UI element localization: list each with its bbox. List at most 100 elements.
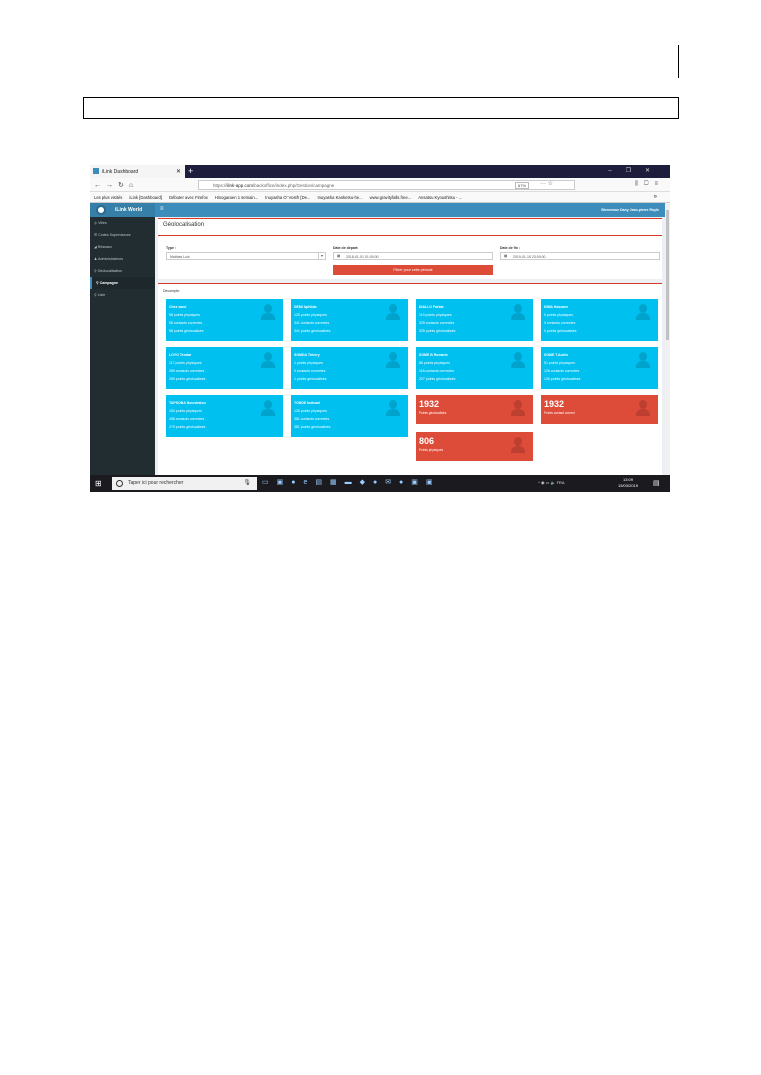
agent-stat: 58 points géolocalisés [169, 329, 204, 333]
search-placeholder: Taper ici pour rechercher [128, 480, 184, 486]
agent-card[interactable]: KIMA Hassane 0 points physiques 0 contacts… [541, 299, 658, 341]
close-icon[interactable]: ✕ [175, 169, 181, 175]
sidebar-item[interactable]: ⚲ Liste [90, 289, 155, 301]
bookmark-item[interactable]: Débuter avec Firefox [169, 195, 208, 200]
bookmark-item[interactable]: www.gravityfalls.free... [369, 195, 412, 200]
pin-icon: ⚲ [96, 281, 99, 285]
start-date-value: 2018-01-01 01:00:00 [346, 255, 379, 259]
scrollbar-thumb[interactable] [666, 210, 669, 340]
agent-card[interactable]: TAPSOBA Nourdratou 153 points physiques 26… [166, 395, 283, 437]
browser-tab[interactable]: iLink Dashboard ✕ [90, 165, 185, 178]
zoom-level[interactable]: 67% [515, 182, 530, 189]
window-controls[interactable]: –❐✕ [608, 168, 664, 174]
time: 13:09 [623, 477, 634, 482]
sidebar-item[interactable]: ⚲ Géolocalisation [90, 265, 155, 277]
brand-name: iLink World [115, 207, 143, 213]
bookmark-star-icon[interactable]: ··· ☆ [540, 181, 554, 187]
bookmark-item[interactable]: Ansatsu Kyoushitsu - ... [418, 195, 463, 200]
agent-stat: 0 points physiques [544, 313, 573, 317]
person-icon [636, 352, 650, 368]
sidebar-item[interactable]: ♟ Administrateurs [90, 253, 155, 265]
bookmark-item[interactable]: iLink [Dashboard] [129, 195, 162, 200]
windows-start-icon[interactable]: ⊞ [95, 479, 102, 488]
agent-card[interactable]: LOYO Tendar 117 points physiques 269 conta… [166, 347, 283, 389]
agent-card[interactable]: DIALLO Farida 119 points physiques 325 con… [416, 299, 533, 341]
system-tray[interactable]: ^ ◉ ▭ 🔈 FRA [538, 480, 565, 485]
sidebar-item[interactable]: ◢ Réseaux [90, 241, 155, 253]
person-icon [261, 352, 275, 368]
globe-icon [96, 205, 106, 215]
agent-stat: 126 points géolocalisés [544, 377, 581, 381]
geolocation-panel: Géolocalisation Type : Mathias Lois ▾ Dat… [158, 218, 662, 279]
agent-name: SOME B Romaric [419, 353, 448, 357]
chevron-down-icon: ▾ [318, 253, 325, 259]
url-bar[interactable]: https://ilink-app.com/backoffice/index.p… [198, 180, 575, 190]
agent-card[interactable]: DEMI Aphilda 125 points physiques 341 cont… [291, 299, 408, 341]
start-date-label: Date de départ: [333, 246, 359, 250]
user-icon: ♟ [94, 257, 98, 261]
bookmark-item[interactable]: Inuyasha Kanketsu-he... [317, 195, 363, 200]
agent-name: SOME T.Aubin [544, 353, 568, 357]
total-value: 1932 [544, 399, 565, 409]
total-label: Points contact correct [544, 411, 575, 415]
total-label: Points géolocalisés [419, 411, 447, 415]
divider [158, 235, 662, 236]
nav-buttons[interactable]: ←→↻⌂ [94, 182, 139, 189]
bookmark-item[interactable]: Les plus visités [94, 195, 123, 200]
welcome-text[interactable]: Bienvenue Dany Jean-pierre Royle [601, 208, 659, 212]
total-card[interactable]: 806 Points physiques [416, 432, 533, 461]
sidebar-item[interactable]: ◎ Villes [90, 217, 155, 229]
agent-name: SOMDA Thierry [294, 353, 320, 357]
taskbar-app-icons[interactable]: ▭▣●e▤▦▬◆●✉●▣▣ [262, 479, 441, 486]
end-date-input[interactable]: ▦ 2019-01-15 23:00:00 [500, 252, 660, 260]
taskbar-search[interactable]: Taper ici pour rechercher 🎙 [112, 477, 257, 490]
type-select[interactable]: Mathias Lois ▾ [166, 252, 326, 260]
agent-name: DEMI Aphilda [294, 305, 317, 309]
sidebar-item-label: Liste [97, 293, 106, 297]
margin-line [678, 45, 679, 78]
sidebar-item-label: Géolocalisation [97, 269, 123, 273]
toolbar-icons[interactable]: ⫼▢≡ [634, 181, 664, 187]
agent-card[interactable]: SOME T.Aubin 51 points physiques 126 conta… [541, 347, 658, 389]
nav-bar: ←→↻⌂ https://ilink-app.com/backoffice/in… [90, 178, 670, 192]
bookmark-item[interactable]: Hinogaraen 1 semain... [214, 195, 259, 200]
total-card[interactable]: 1932 Points contact correct [541, 395, 658, 424]
sidebar-item[interactable]: ⚲ Campagne [90, 277, 155, 289]
agent-stat: 0 contacts correctes [544, 321, 576, 325]
tab-title: iLink Dashboard [102, 169, 139, 175]
agent-stat: 268 contacts correctes [169, 417, 205, 421]
more-bookmarks-icon[interactable]: » [653, 194, 657, 200]
agent-card[interactable]: SOME B Romaric 86 points physiques 118 con… [416, 347, 533, 389]
agent-card[interactable]: SOMDA Thierry 1 points physiques 0 contact… [291, 347, 408, 389]
person-icon [511, 400, 525, 416]
clock[interactable]: 13:09 15/03/2019 [618, 477, 638, 489]
notification-icon[interactable]: ▤ [653, 480, 660, 487]
agent-stat: 86 points physiques [419, 361, 450, 365]
new-tab-button[interactable]: + [188, 166, 194, 176]
start-date-input[interactable]: ▦ 2018-01-01 01:00:00 [333, 252, 493, 260]
agent-card[interactable]: TONDE Indicael 126 points physiques 381 co… [291, 395, 408, 437]
person-icon [636, 304, 650, 320]
list-icon: ☰ [94, 233, 98, 237]
empty-frame [83, 97, 679, 119]
agent-stat: 126 points physiques [294, 409, 327, 413]
agent-card[interactable]: Chez sami 58 points physiques 58 contacts … [166, 299, 283, 341]
sidebar-item-label: Campagne [99, 281, 119, 285]
sidebar-item[interactable]: ☰ Codes Superviseurs [90, 229, 155, 241]
person-icon [511, 352, 525, 368]
menu-toggle-icon[interactable]: ≡ [160, 206, 164, 212]
agent-stat: 325 points géolocalisés [419, 329, 456, 333]
person-icon [511, 437, 525, 453]
agent-stat: 279 points géolocalisés [169, 425, 206, 429]
person-icon [386, 400, 400, 416]
agent-stat: 125 points physiques [294, 313, 327, 317]
pin-icon: ⚲ [94, 269, 97, 273]
filter-button[interactable]: Filtrer pour cette période [333, 265, 493, 275]
main-content: Géolocalisation Type : Mathias Lois ▾ Dat… [155, 217, 665, 475]
screenshot: iLink Dashboard ✕ + –❐✕ ←→↻⌂ https://ilin… [90, 165, 670, 492]
type-value: Mathias Lois [170, 255, 190, 259]
total-card[interactable]: 1932 Points géolocalisés [416, 395, 533, 424]
agent-stat: 0 contacts correctes [294, 369, 326, 373]
bookmark-item[interactable]: Inuyasha O' Vostfr [De... [265, 195, 311, 200]
brand-logo[interactable]: iLink World [90, 203, 155, 217]
